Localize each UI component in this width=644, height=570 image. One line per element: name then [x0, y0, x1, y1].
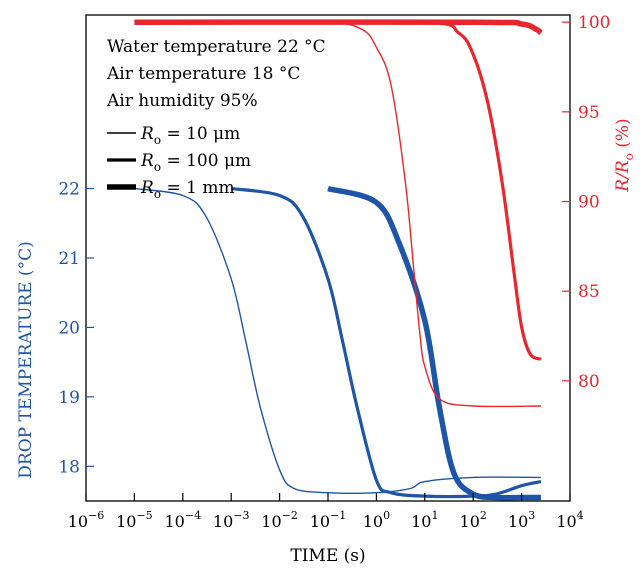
- x-tick-exponent: 4: [577, 509, 584, 522]
- x-tick-label: 100: [363, 509, 390, 531]
- left-y-tick-label: 20: [58, 318, 80, 338]
- right-y-tick-label: 80: [578, 372, 600, 392]
- legend-subscript: o: [154, 187, 161, 201]
- x-tick-exponent: 0: [383, 509, 390, 522]
- x-tick-base: 10: [411, 512, 431, 531]
- x-tick-base: 10: [213, 512, 233, 531]
- legend-symbol: R: [140, 151, 154, 171]
- legend-value: = 10 μm: [161, 124, 240, 144]
- x-tick-base: 10: [508, 512, 528, 531]
- x-tick-label: 101: [411, 509, 438, 531]
- left-y-tick-label: 22: [58, 180, 80, 200]
- legend-label: Ro = 1 mm: [140, 178, 235, 201]
- temperature-series-line-2: [230, 187, 542, 499]
- x-tick-exponent: −3: [233, 509, 249, 522]
- legend-value: = 100 μm: [161, 151, 251, 171]
- x-tick-exponent: −1: [330, 509, 346, 522]
- right-y-tick-label: 100: [578, 13, 610, 33]
- x-tick-base: 10: [310, 512, 330, 531]
- x-tick-label: 10−4: [165, 509, 202, 531]
- x-tick-exponent: −6: [88, 509, 104, 522]
- right-axis-label-main: R/R: [613, 160, 633, 193]
- x-tick-exponent: 3: [528, 509, 535, 522]
- x-tick-base: 10: [261, 512, 281, 531]
- temperature-series-line-1: [134, 187, 541, 494]
- legend-subscript: o: [154, 160, 161, 174]
- x-tick-exponent: −2: [282, 509, 298, 522]
- x-tick-base: 10: [460, 512, 480, 531]
- x-tick-label: 103: [508, 509, 535, 531]
- right-y-tick-label: 85: [578, 282, 600, 302]
- x-tick-label: 10−1: [310, 509, 347, 531]
- x-tick-label: 10−5: [116, 509, 153, 531]
- radius-series-line-1: [231, 20, 541, 408]
- left-axis-label: DROP TEMPERATURE (°C): [16, 241, 36, 478]
- right-y-tick-label: 90: [578, 193, 600, 213]
- x-tick-base: 10: [165, 512, 185, 531]
- legend-label: Ro = 10 μm: [140, 124, 240, 147]
- series-layer: [134, 19, 543, 501]
- legend-symbol: R: [140, 124, 154, 144]
- right-axis-label-sub: o: [622, 153, 636, 160]
- annotation-block: Water temperature 22 °C Air temperature …: [106, 37, 326, 111]
- x-tick-exponent: −5: [136, 509, 152, 522]
- x-tick-exponent: 2: [480, 509, 487, 522]
- x-tick-base: 10: [116, 512, 136, 531]
- plot-frame: [85, 14, 571, 502]
- annotation-air-humidity: Air humidity 95%: [106, 91, 258, 111]
- x-tick-label: 104: [556, 509, 583, 531]
- x-tick-base: 10: [363, 512, 383, 531]
- left-axis: 18 19 20 21 22: [58, 180, 94, 477]
- left-y-tick-label: 18: [58, 457, 80, 477]
- legend-symbol: R: [140, 178, 154, 198]
- x-tick-label: 10−6: [68, 509, 105, 531]
- annotation-air-temperature: Air temperature 18 °C: [106, 64, 300, 84]
- legend-label: Ro = 100 μm: [140, 151, 251, 174]
- left-y-tick-label: 21: [58, 249, 80, 269]
- right-axis: 80 85 90 95 100: [562, 13, 610, 392]
- right-y-tick-label: 95: [578, 103, 600, 123]
- x-tick-label: 10−3: [213, 509, 250, 531]
- radius-series-line-3: [134, 19, 543, 36]
- legend-subscript: o: [154, 133, 161, 147]
- right-axis-label-unit: (%): [613, 118, 633, 153]
- x-tick-base: 10: [68, 512, 88, 531]
- legend-value: = 1 mm: [161, 178, 235, 198]
- temperature-series-line-3: [327, 185, 541, 501]
- right-axis-label: R/Ro (%): [613, 118, 636, 192]
- x-tick-exponent: −4: [185, 509, 201, 522]
- x-tick-base: 10: [556, 512, 576, 531]
- x-tick-label: 10−2: [261, 509, 298, 531]
- x-tick-exponent: 1: [431, 509, 438, 522]
- annotation-water-temperature: Water temperature 22 °C: [107, 37, 326, 57]
- x-tick-label: 102: [460, 509, 487, 531]
- x-axis: 10−6 10−5 10−4 10−3 10−2 10−1 100 101 102 103 104: [68, 493, 584, 531]
- left-y-tick-label: 19: [58, 388, 80, 408]
- x-axis-label: TIME (s): [290, 546, 365, 566]
